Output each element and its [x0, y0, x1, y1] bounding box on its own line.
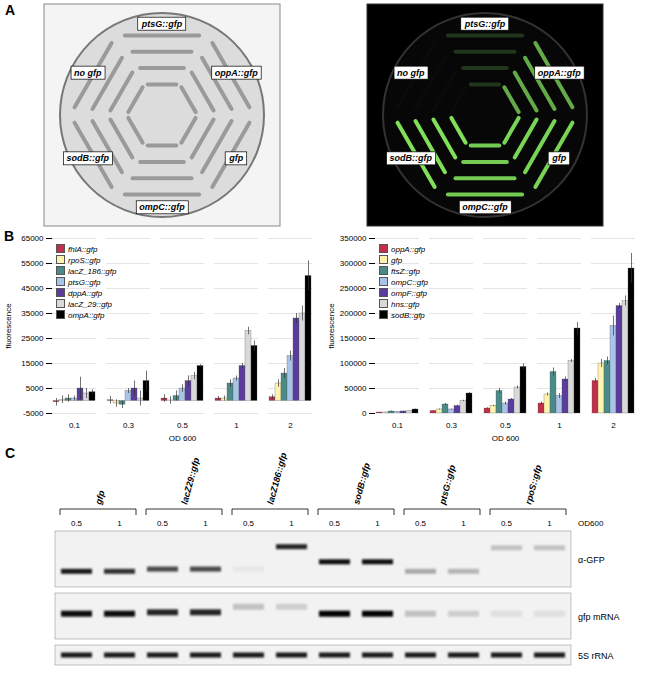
- html-text:lacZ_186::gfp: lacZ_186::gfp: [68, 267, 117, 276]
- svg-text:1: 1: [289, 519, 294, 528]
- svg-text:350000: 350000: [340, 234, 367, 243]
- svg-text:100000: 100000: [340, 359, 367, 368]
- svg-text:0.5: 0.5: [157, 519, 169, 528]
- svg-text:oppA::gfp: oppA::gfp: [215, 68, 258, 78]
- svg-text:250000: 250000: [340, 284, 367, 293]
- svg-text:2: 2: [611, 421, 616, 430]
- svg-text:35000: 35000: [21, 309, 44, 318]
- svg-text:C: C: [5, 445, 15, 461]
- svg-text:1: 1: [461, 519, 466, 528]
- svg-text:oppA::gfp: oppA::gfp: [538, 68, 581, 78]
- html-text:lacZ_29::gfp: lacZ_29::gfp: [68, 300, 112, 309]
- html-text:hns::gfp: hns::gfp: [391, 300, 420, 309]
- html-text:gfp: gfp: [391, 256, 403, 265]
- html-text:dppA::gfp: dppA::gfp: [68, 289, 103, 298]
- svg-text:0.5: 0.5: [415, 519, 427, 528]
- svg-text:ompC::gfp: ompC::gfp: [139, 202, 185, 212]
- svg-text:15000: 15000: [21, 359, 44, 368]
- html-text:ptsG::gfp: ptsG::gfp: [68, 278, 101, 287]
- svg-text:ptsG::gfp: ptsG::gfp: [464, 19, 506, 29]
- svg-text:sodB::gfp: sodB::gfp: [390, 153, 433, 163]
- svg-text:ptsG::gfp: ptsG::gfp: [141, 19, 183, 29]
- svg-text:1: 1: [117, 519, 122, 528]
- svg-text:lacZ186::gfp: lacZ186::gfp: [265, 451, 289, 505]
- svg-text:0: 0: [362, 409, 367, 418]
- svg-text:OD 600: OD 600: [492, 434, 520, 443]
- svg-text:1: 1: [203, 519, 208, 528]
- svg-text:65000: 65000: [21, 234, 44, 243]
- svg-text:OD 600: OD 600: [169, 434, 197, 443]
- svg-text:200000: 200000: [340, 309, 367, 318]
- svg-text:0.3: 0.3: [123, 421, 135, 430]
- svg-text:rpoS::gfp: rpoS::gfp: [523, 463, 543, 505]
- svg-text:-5000: -5000: [23, 409, 44, 418]
- svg-text:gfp mRNA: gfp mRNA: [578, 612, 620, 622]
- svg-text:gfp: gfp: [228, 153, 243, 163]
- html-text:B: B: [4, 228, 15, 244]
- svg-text:0.5: 0.5: [500, 421, 512, 430]
- svg-text:0.5: 0.5: [329, 519, 341, 528]
- svg-text:45000: 45000: [21, 284, 44, 293]
- html-text:ftsZ::gfp: ftsZ::gfp: [391, 267, 420, 276]
- svg-text:0.1: 0.1: [392, 421, 404, 430]
- svg-text:0.3: 0.3: [446, 421, 458, 430]
- svg-text:0.5: 0.5: [71, 519, 83, 528]
- html-text:sodB::gfp: sodB::gfp: [391, 311, 425, 320]
- svg-text:1: 1: [547, 519, 552, 528]
- svg-text:0.5: 0.5: [177, 421, 189, 430]
- svg-text:5S rRNA: 5S rRNA: [578, 651, 614, 661]
- svg-text:0.5: 0.5: [501, 519, 513, 528]
- svg-text:150000: 150000: [340, 334, 367, 343]
- html-text:oppA::gfp: oppA::gfp: [391, 245, 426, 254]
- svg-text:fluorescence: fluorescence: [327, 303, 336, 349]
- svg-text:fluorescence: fluorescence: [4, 303, 13, 349]
- svg-text:ompC::gfp: ompC::gfp: [462, 202, 508, 212]
- html-text:fhlA::gfp: fhlA::gfp: [68, 245, 98, 254]
- svg-text:50000: 50000: [344, 384, 367, 393]
- svg-text:2: 2: [288, 421, 293, 430]
- svg-text:sodB::gfp: sodB::gfp: [67, 153, 110, 163]
- svg-text:25000: 25000: [21, 334, 44, 343]
- svg-text:sodB::gfp: sodB::gfp: [351, 461, 372, 505]
- svg-text:0.5: 0.5: [243, 519, 255, 528]
- svg-text:gfp: gfp: [93, 489, 107, 507]
- svg-text:1: 1: [234, 421, 239, 430]
- html-text:ompF::gfp: ompF::gfp: [391, 289, 427, 298]
- svg-text:0.1: 0.1: [69, 421, 81, 430]
- svg-text:5000: 5000: [26, 384, 44, 393]
- html-text:ompC::gfp: ompC::gfp: [391, 278, 428, 287]
- svg-text:A: A: [5, 2, 15, 18]
- svg-text:300000: 300000: [340, 259, 367, 268]
- svg-text:1: 1: [557, 421, 562, 430]
- svg-text:lacZ29::gfp: lacZ29::gfp: [179, 456, 201, 505]
- svg-text:α-GFP: α-GFP: [578, 555, 605, 565]
- svg-text:OD600: OD600: [578, 519, 604, 528]
- svg-text:no gfp: no gfp: [74, 68, 102, 78]
- svg-text:no gfp: no gfp: [397, 68, 425, 78]
- html-text:ompA::gfp: ompA::gfp: [68, 311, 105, 320]
- svg-text:55000: 55000: [21, 259, 44, 268]
- html-text:rpoS::gfp: rpoS::gfp: [68, 256, 101, 265]
- svg-text:1: 1: [375, 519, 380, 528]
- svg-text:gfp: gfp: [551, 153, 566, 163]
- svg-text:ptsG::gfp: ptsG::gfp: [437, 463, 458, 506]
